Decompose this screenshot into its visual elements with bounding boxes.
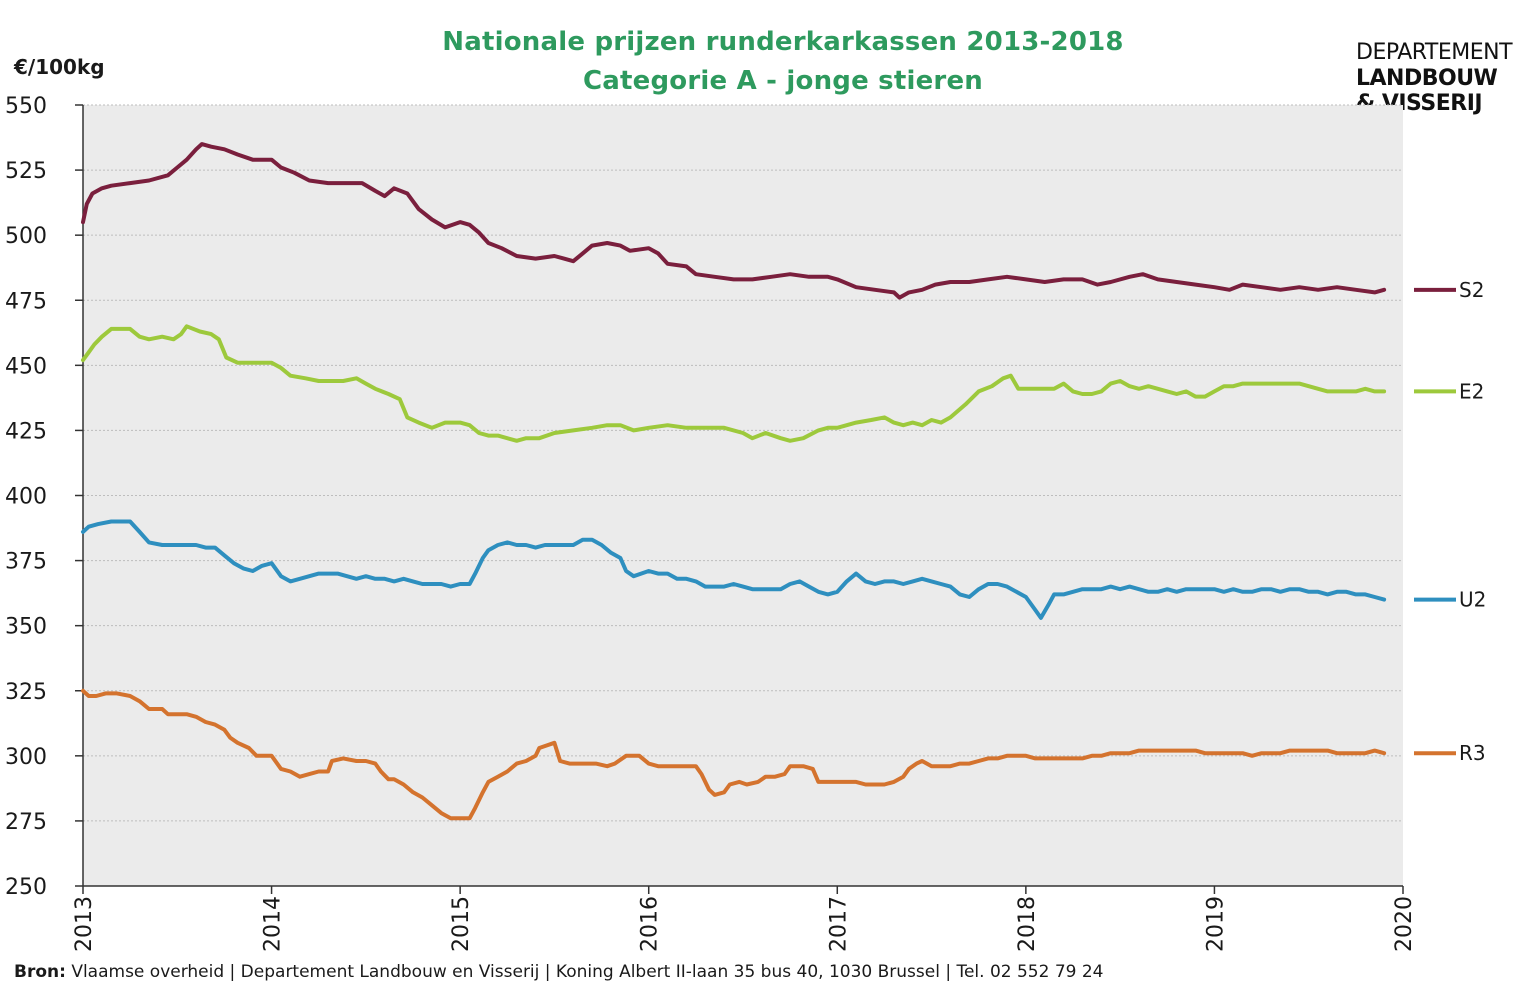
y-tick-label: 375 [5,550,47,575]
y-tick-label: 250 [5,875,47,900]
chart-title: Nationale prijzen runderkarkassen 2013-2… [442,27,1124,57]
x-tick-label: 2018 [1015,896,1040,952]
y-tick-label: 500 [5,224,47,249]
x-tick-label: 2013 [72,896,97,952]
legend-label-e2: E2 [1459,379,1484,403]
y-tick-label: 525 [5,159,47,184]
legend-label-r3: R3 [1459,741,1486,765]
chart-subtitle: Categorie A - jonge stieren [583,66,983,96]
y-axis-unit-label: €/100kg [14,55,105,79]
x-tick-label: 2016 [638,896,663,952]
series-lines [81,142,1387,821]
x-tick-label: 2015 [449,896,474,952]
y-tick-label: 425 [5,419,47,444]
x-tick-label: 2017 [826,896,851,952]
y-tick-label: 475 [5,289,47,314]
legend-label-u2: U2 [1459,588,1486,612]
source-label: Bron: [14,962,66,982]
gridlines [83,104,1403,822]
y-tick-label: 350 [5,615,47,640]
series-line-r3 [81,688,1387,821]
y-tick-label: 450 [5,354,47,379]
y-tick-label: 300 [5,745,47,770]
y-tick-label: 400 [5,485,47,510]
y-tick-label: 550 [5,94,47,119]
y-tick-label: 325 [5,680,47,705]
logo-line-landbouw: LANDBOUW [1356,66,1498,91]
source-footer: Bron: Vlaamse overheid | Departement Lan… [14,962,1104,982]
axes: 250 275 300 325 350 375 400 425 450 475 500 525 550 2… [5,94,1417,952]
legend: S2 E2 U2 R3 [1414,278,1486,765]
series-line-s2 [81,142,1387,300]
source-text: Vlaamse overheid | Departement Landbouw … [65,962,1104,982]
x-tick-label: 2020 [1392,896,1417,952]
series-line-e2 [81,324,1387,443]
series-line-u2 [81,519,1387,620]
x-tick-label: 2019 [1203,896,1228,952]
logo-line-departement: DEPARTEMENT [1356,40,1513,65]
x-tick-label: 2014 [261,896,286,952]
y-tick-label: 275 [5,810,47,835]
legend-label-s2: S2 [1459,278,1484,302]
